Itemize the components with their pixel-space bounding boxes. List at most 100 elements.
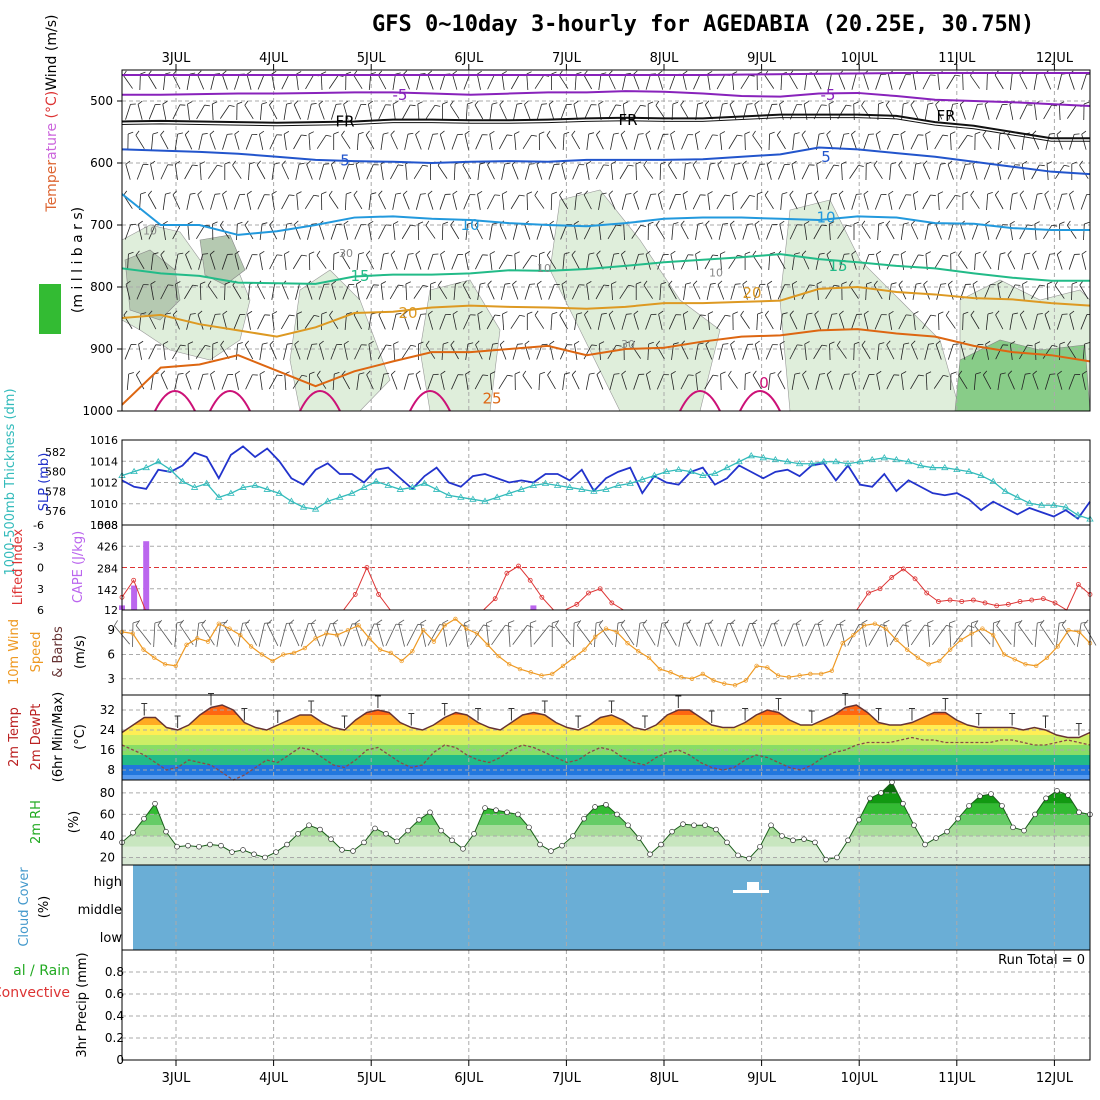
thickness-point — [251, 481, 259, 488]
thickness-point — [941, 463, 949, 471]
wind-barb — [925, 371, 932, 391]
cape-bar — [530, 605, 537, 610]
rh-point — [614, 811, 620, 818]
wind-barb — [754, 340, 760, 360]
thickness-point — [323, 497, 332, 504]
wind-barb — [160, 284, 174, 300]
wind-barb — [514, 371, 521, 391]
wind-barb — [876, 250, 882, 270]
date-label-bottom: 4JUL — [259, 1071, 289, 1086]
wind-speed-point — [528, 670, 533, 675]
wind-barb — [692, 160, 701, 180]
thickness-point — [807, 459, 816, 467]
chart-title: GFS 0~10day 3-hourly for AGEDABIA (20.25… — [372, 12, 1035, 37]
rh-point — [845, 837, 851, 844]
wind-barb — [647, 221, 654, 241]
wind-barb — [212, 341, 219, 361]
wind-barb — [198, 253, 209, 270]
wind-barb — [244, 340, 254, 360]
wind-barb — [234, 250, 240, 270]
thickness-point — [287, 497, 296, 504]
wind-barb — [439, 193, 451, 210]
wind-barb — [876, 370, 882, 390]
wind-barb — [647, 341, 654, 361]
wind-barb — [839, 253, 850, 270]
wind-barb — [813, 344, 828, 360]
wind-barb — [184, 164, 198, 180]
wind-barb — [681, 134, 694, 150]
wind-barb — [450, 100, 460, 119]
wind-barb — [487, 194, 501, 210]
wind-barb — [125, 280, 131, 300]
wind-barb — [619, 164, 634, 180]
wind-barb — [221, 253, 233, 270]
rh-tick-label: 40 — [100, 829, 115, 843]
wind-barb — [948, 103, 959, 120]
wind-barb — [645, 193, 657, 210]
run-total-label: Run Total = 0 — [998, 953, 1085, 968]
wind-barb — [744, 131, 750, 151]
wind-barb — [320, 71, 327, 91]
rh-point — [944, 828, 950, 835]
lifted-tick-label: 0 — [37, 562, 44, 575]
thickness-point — [493, 493, 501, 500]
wind-barb — [827, 192, 837, 210]
wind-axis-title-4: (m/s) — [73, 635, 88, 669]
thickness-point — [880, 454, 889, 461]
wind-barb — [162, 341, 169, 360]
rh-axis-title-1: 2m RH — [29, 800, 44, 844]
wind-barb — [197, 310, 204, 330]
wind-barb — [356, 252, 365, 270]
wind-barb — [199, 281, 206, 301]
wind-barb — [548, 284, 560, 300]
wind-barb — [380, 281, 387, 300]
wind-barb — [718, 222, 729, 240]
wind-barb — [510, 314, 525, 329]
wind-barb — [657, 190, 663, 210]
wind-speed-point — [367, 636, 372, 641]
wind-barb — [561, 280, 567, 300]
wind-barb — [547, 370, 556, 390]
wind-barb — [922, 74, 936, 90]
wind-barb — [779, 220, 785, 240]
slp-line — [121, 445, 1091, 520]
wind-barb — [139, 71, 146, 91]
rh-point — [361, 839, 367, 846]
rh-point — [812, 839, 818, 846]
wind-speed-point — [410, 649, 415, 654]
wind-barb — [778, 164, 790, 180]
wind-barb — [974, 131, 981, 151]
wind-barb — [936, 162, 946, 180]
wind-barb — [1021, 161, 1028, 180]
thickness-point — [457, 493, 465, 500]
rh-point — [284, 841, 290, 848]
wind-barb — [292, 254, 307, 270]
wind-barb — [560, 103, 572, 120]
thickness-point — [602, 485, 610, 492]
wind-barb — [342, 163, 354, 180]
wind-speed-point — [399, 658, 404, 664]
wind-barb — [994, 190, 1004, 210]
surface-wind-barb — [157, 619, 173, 645]
thickness-point — [142, 463, 150, 471]
thickness-point — [735, 457, 743, 465]
wind-barb — [1007, 250, 1016, 270]
wind-barb — [585, 372, 595, 390]
date-label-bottom: 3JUL — [162, 1071, 192, 1086]
wind-barb — [329, 310, 339, 329]
wind-barb — [464, 250, 471, 270]
wind-barb — [366, 250, 374, 270]
lifted-index-point — [982, 600, 988, 606]
wind-barb — [669, 194, 681, 210]
cape-bar — [131, 585, 138, 610]
rh-point — [911, 822, 917, 828]
wind-barb — [814, 190, 822, 210]
wind-barb — [489, 251, 495, 270]
cross-section-labels: -5 -5 FR FR FR 5 5 10 10 15 15 20 20 25 0 10 30 10 10 30 — [143, 86, 956, 408]
wind-barb — [816, 161, 822, 180]
cape-tick-label: 426 — [97, 541, 118, 554]
wind-barb — [321, 311, 327, 331]
slp-tick-label: 1010 — [90, 498, 118, 511]
wind-barb — [392, 101, 398, 120]
wind-barb — [160, 130, 169, 150]
